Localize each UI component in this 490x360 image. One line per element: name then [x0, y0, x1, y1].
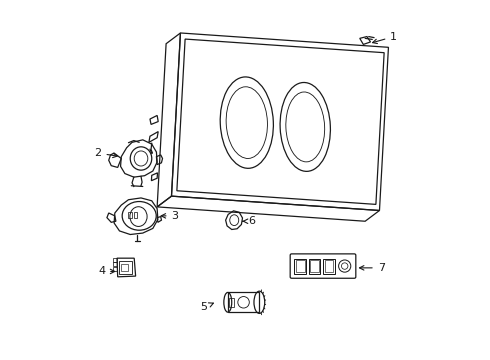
Text: 2: 2 [95, 148, 117, 158]
Text: 5: 5 [200, 302, 214, 312]
Text: 7: 7 [360, 263, 385, 273]
Text: 3: 3 [161, 211, 178, 221]
Bar [113, 262, 117, 266]
Bar [309, 258, 320, 274]
Text: 4: 4 [98, 266, 115, 276]
Bar [113, 267, 117, 271]
Bar [229, 298, 234, 307]
Bar [128, 212, 132, 218]
Bar [122, 264, 128, 271]
Bar [119, 261, 132, 274]
Bar [324, 260, 333, 272]
Bar [323, 258, 335, 274]
Bar [296, 260, 304, 272]
Bar [113, 258, 117, 262]
Bar [134, 212, 137, 218]
Bar [310, 260, 319, 272]
Text: 6: 6 [243, 216, 256, 226]
Bar [228, 292, 259, 312]
Bar [294, 258, 306, 274]
Text: 1: 1 [372, 32, 397, 44]
